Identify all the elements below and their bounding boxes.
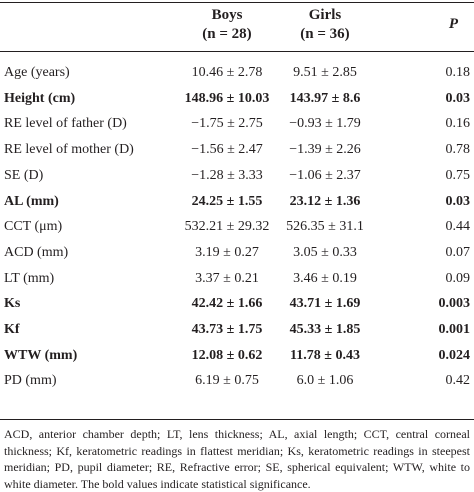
header-rule [0, 51, 474, 52]
header-count: (n = 36) [300, 26, 350, 42]
boys-value: 3.19 ± 0.27 [195, 244, 259, 260]
boys-value: −1.75 ± 2.75 [191, 116, 263, 132]
row-label: PD (mm) [4, 373, 57, 389]
girls-value: 9.51 ± 2.85 [293, 65, 357, 80]
row-label: WTW (mm) [4, 347, 78, 363]
p-value: 0.78 [445, 142, 471, 158]
top-rule [0, 2, 474, 3]
girls-value: 3.05 ± 0.33 [293, 244, 357, 260]
row-label: SE (D) [4, 167, 44, 183]
p-value: 0.07 [445, 244, 471, 260]
p-value: 0.001 [438, 322, 471, 337]
p-value: 0.44 [445, 219, 471, 235]
footnote: ACD, anterior chamber depth; LT, lens th… [4, 427, 470, 491]
row-label: RE level of mother (D) [4, 142, 134, 158]
boys-value: 3.37 ± 0.21 [195, 270, 259, 286]
p-value: 0.75 [445, 167, 471, 183]
boys-value: 6.19 ± 0.75 [195, 373, 259, 389]
p-value: 0.03 [445, 193, 471, 209]
header-count: (n = 28) [202, 26, 252, 42]
p-value: 0.16 [445, 116, 471, 132]
girls-value: −1.39 ± 2.26 [289, 142, 361, 158]
girls-value: 43.71 ± 1.69 [289, 296, 361, 312]
boys-value: 532.21 ± 29.32 [184, 219, 270, 235]
girls-value: −1.06 ± 2.37 [289, 167, 361, 183]
p-value: 0.09 [445, 270, 471, 286]
boys-value: 10.46 ± 2.78 [191, 65, 263, 80]
girls-value: 526.35 ± 31.1 [286, 219, 364, 235]
girls-value: 23.12 ± 1.36 [289, 193, 361, 209]
girls-value: 3.46 ± 0.19 [293, 270, 357, 286]
p-value: 0.42 [445, 373, 471, 389]
row-label: Height (cm) [4, 90, 76, 106]
row-label: LT (mm) [4, 270, 55, 286]
header-label: Boys [211, 7, 243, 23]
girls-value: −0.93 ± 1.79 [289, 116, 361, 132]
row-label: Age (years) [4, 65, 70, 80]
boys-value: 148.96 ± 10.03 [184, 90, 270, 106]
p-value: 0.003 [438, 296, 471, 312]
header-label: Girls [308, 7, 342, 23]
boys-value: 12.08 ± 0.62 [191, 347, 263, 363]
row-label: Kf [4, 322, 20, 337]
row-label: AL (mm) [4, 193, 59, 209]
boys-value: 42.42 ± 1.66 [191, 296, 263, 312]
girls-value: 6.0 ± 1.06 [296, 373, 354, 389]
bottom-rule [0, 419, 474, 420]
p-value: 0.024 [438, 347, 471, 363]
row-label: RE level of father (D) [4, 116, 127, 132]
row-label: ACD (mm) [4, 244, 69, 260]
boys-value: −1.28 ± 3.33 [191, 167, 263, 183]
p-value: 0.03 [445, 90, 471, 106]
girls-value: 143.97 ± 8.6 [289, 90, 361, 106]
row-label: CCT (μm) [4, 219, 63, 235]
boys-value: 24.25 ± 1.55 [191, 193, 263, 209]
girls-value: 11.78 ± 0.43 [290, 347, 360, 363]
header-label: P [448, 16, 458, 32]
boys-value: 43.73 ± 1.75 [191, 322, 263, 337]
boys-value: −1.56 ± 2.47 [191, 142, 263, 158]
row-label: Ks [4, 296, 21, 312]
girls-value: 45.33 ± 1.85 [289, 322, 361, 337]
p-value: 0.18 [445, 65, 471, 80]
